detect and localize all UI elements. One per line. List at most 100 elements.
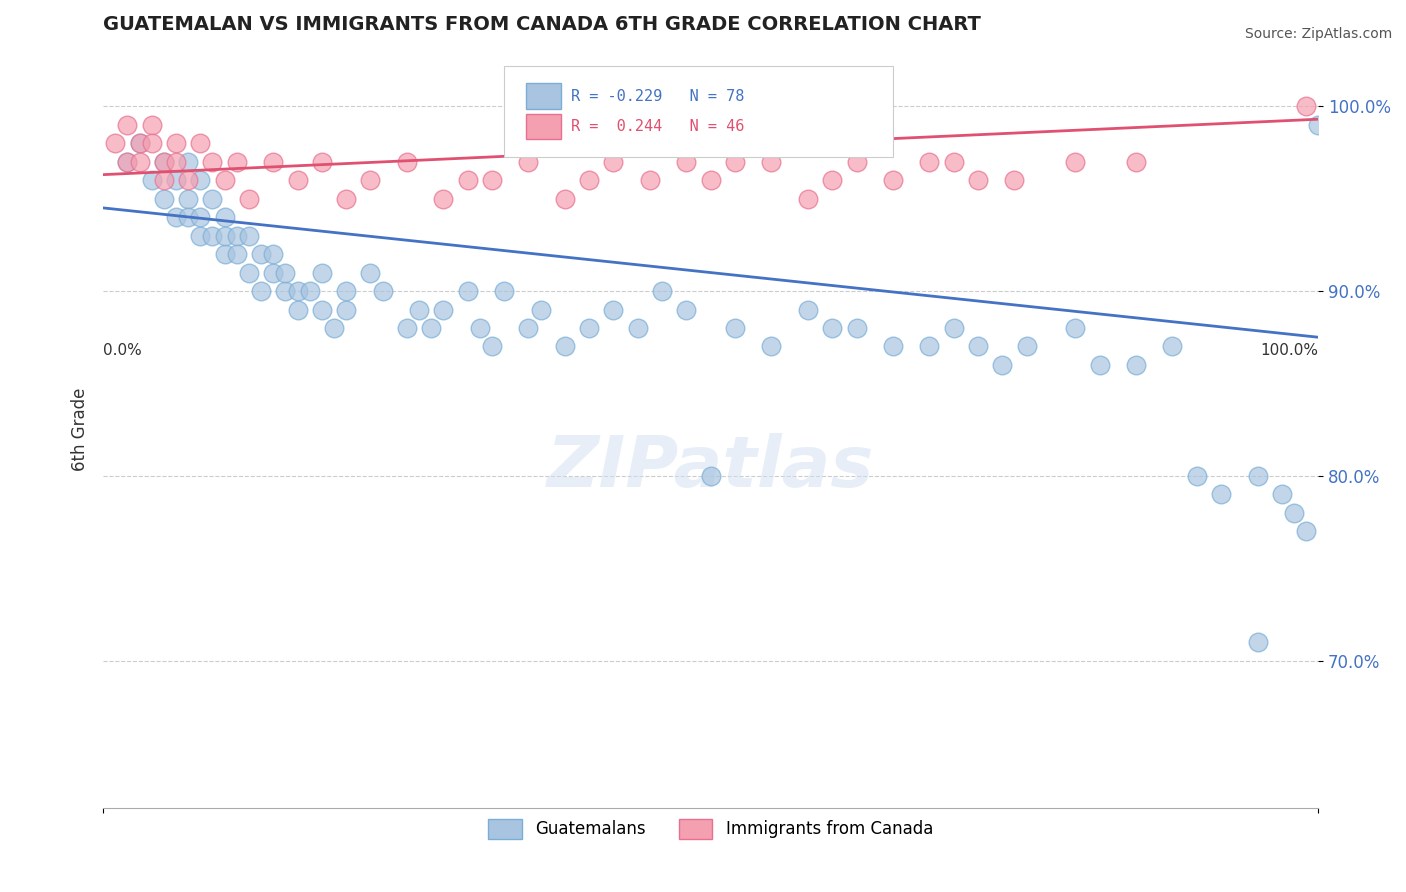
Point <box>359 266 381 280</box>
Text: 0.0%: 0.0% <box>103 343 142 358</box>
Point <box>761 339 783 353</box>
Point <box>821 321 844 335</box>
Point <box>481 173 503 187</box>
Point <box>578 173 600 187</box>
Point <box>188 173 211 187</box>
Point <box>188 228 211 243</box>
Point <box>1125 154 1147 169</box>
Point <box>225 247 247 261</box>
Point <box>311 154 333 169</box>
Point <box>298 284 321 298</box>
Point <box>128 136 150 151</box>
Text: 100.0%: 100.0% <box>1260 343 1319 358</box>
Point <box>602 302 624 317</box>
Point <box>117 154 139 169</box>
Point <box>797 192 820 206</box>
Point <box>457 284 479 298</box>
Point <box>165 154 187 169</box>
Point <box>882 173 904 187</box>
Point <box>153 154 176 169</box>
Point <box>274 266 297 280</box>
Point <box>1015 339 1038 353</box>
Point <box>651 284 673 298</box>
Text: GUATEMALAN VS IMMIGRANTS FROM CANADA 6TH GRADE CORRELATION CHART: GUATEMALAN VS IMMIGRANTS FROM CANADA 6TH… <box>103 15 981 34</box>
Point <box>1246 468 1268 483</box>
Point <box>1295 524 1317 539</box>
Point <box>141 173 163 187</box>
FancyBboxPatch shape <box>526 84 561 109</box>
Point <box>201 154 224 169</box>
Point <box>1161 339 1184 353</box>
Point <box>481 339 503 353</box>
Point <box>1125 358 1147 372</box>
Point <box>468 321 491 335</box>
Point <box>262 247 284 261</box>
Point <box>359 173 381 187</box>
Point <box>942 154 965 169</box>
Point <box>991 358 1014 372</box>
Point <box>675 302 697 317</box>
Point <box>371 284 394 298</box>
Point <box>335 192 357 206</box>
Point <box>225 154 247 169</box>
Point <box>201 228 224 243</box>
Point <box>494 284 516 298</box>
Point <box>638 173 661 187</box>
Point <box>188 136 211 151</box>
Point <box>554 192 576 206</box>
Point <box>262 266 284 280</box>
Point <box>250 284 273 298</box>
Point <box>699 173 721 187</box>
Point <box>287 284 309 298</box>
Point <box>214 173 236 187</box>
Point <box>335 284 357 298</box>
Text: R =  0.244   N = 46: R = 0.244 N = 46 <box>571 120 744 134</box>
Point <box>250 247 273 261</box>
Point <box>104 136 127 151</box>
Point <box>1246 635 1268 649</box>
Point <box>214 210 236 224</box>
Point <box>311 302 333 317</box>
Point <box>238 192 260 206</box>
Point <box>153 192 176 206</box>
Text: ZIPatlas: ZIPatlas <box>547 433 875 502</box>
Point <box>675 154 697 169</box>
Point <box>177 210 200 224</box>
Point <box>1185 468 1208 483</box>
Point <box>141 118 163 132</box>
Point <box>942 321 965 335</box>
Point <box>1308 118 1330 132</box>
Point <box>724 321 747 335</box>
Point <box>1088 358 1111 372</box>
Point <box>165 136 187 151</box>
Point <box>918 154 941 169</box>
Point <box>287 302 309 317</box>
Point <box>918 339 941 353</box>
Point <box>517 154 540 169</box>
Point <box>797 302 820 317</box>
Point <box>1004 173 1026 187</box>
Point <box>761 154 783 169</box>
Point <box>214 247 236 261</box>
Point <box>311 266 333 280</box>
Point <box>153 173 176 187</box>
Point <box>1282 506 1305 520</box>
Point <box>408 302 430 317</box>
Point <box>238 266 260 280</box>
Point <box>529 302 551 317</box>
Text: Source: ZipAtlas.com: Source: ZipAtlas.com <box>1244 27 1392 41</box>
Point <box>845 154 868 169</box>
Point <box>967 173 990 187</box>
Point <box>1064 154 1087 169</box>
Point <box>177 192 200 206</box>
Point <box>177 173 200 187</box>
Legend: Guatemalans, Immigrants from Canada: Guatemalans, Immigrants from Canada <box>482 812 939 846</box>
Text: R = -0.229   N = 78: R = -0.229 N = 78 <box>571 89 744 103</box>
Point <box>627 321 650 335</box>
Point <box>128 136 150 151</box>
Point <box>1295 99 1317 113</box>
Point <box>967 339 990 353</box>
Point <box>882 339 904 353</box>
Point <box>602 154 624 169</box>
Point <box>128 154 150 169</box>
